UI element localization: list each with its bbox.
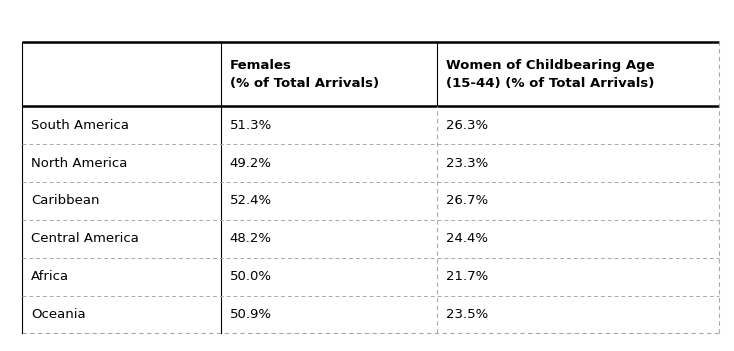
Text: 50.0%: 50.0% (230, 270, 272, 283)
Text: 23.3%: 23.3% (446, 157, 488, 170)
Text: 50.9%: 50.9% (230, 308, 272, 321)
Text: Women of Childbearing Age: Women of Childbearing Age (446, 59, 654, 72)
Text: 24.4%: 24.4% (446, 232, 487, 245)
Text: 26.7%: 26.7% (446, 194, 488, 207)
Text: Africa: Africa (31, 270, 69, 283)
Text: (15-44) (% of Total Arrivals): (15-44) (% of Total Arrivals) (446, 77, 654, 90)
Text: Caribbean: Caribbean (31, 194, 99, 207)
Text: 23.5%: 23.5% (446, 308, 488, 321)
Text: Females: Females (230, 59, 291, 72)
Text: South America: South America (31, 119, 129, 132)
Text: 49.2%: 49.2% (230, 157, 272, 170)
Text: 52.4%: 52.4% (230, 194, 272, 207)
Text: 21.7%: 21.7% (446, 270, 488, 283)
Text: 48.2%: 48.2% (230, 232, 272, 245)
Text: 26.3%: 26.3% (446, 119, 488, 132)
Text: (% of Total Arrivals): (% of Total Arrivals) (230, 77, 379, 90)
Text: Central America: Central America (31, 232, 139, 245)
Text: Oceania: Oceania (31, 308, 85, 321)
Text: North America: North America (31, 157, 127, 170)
Text: 51.3%: 51.3% (230, 119, 272, 132)
